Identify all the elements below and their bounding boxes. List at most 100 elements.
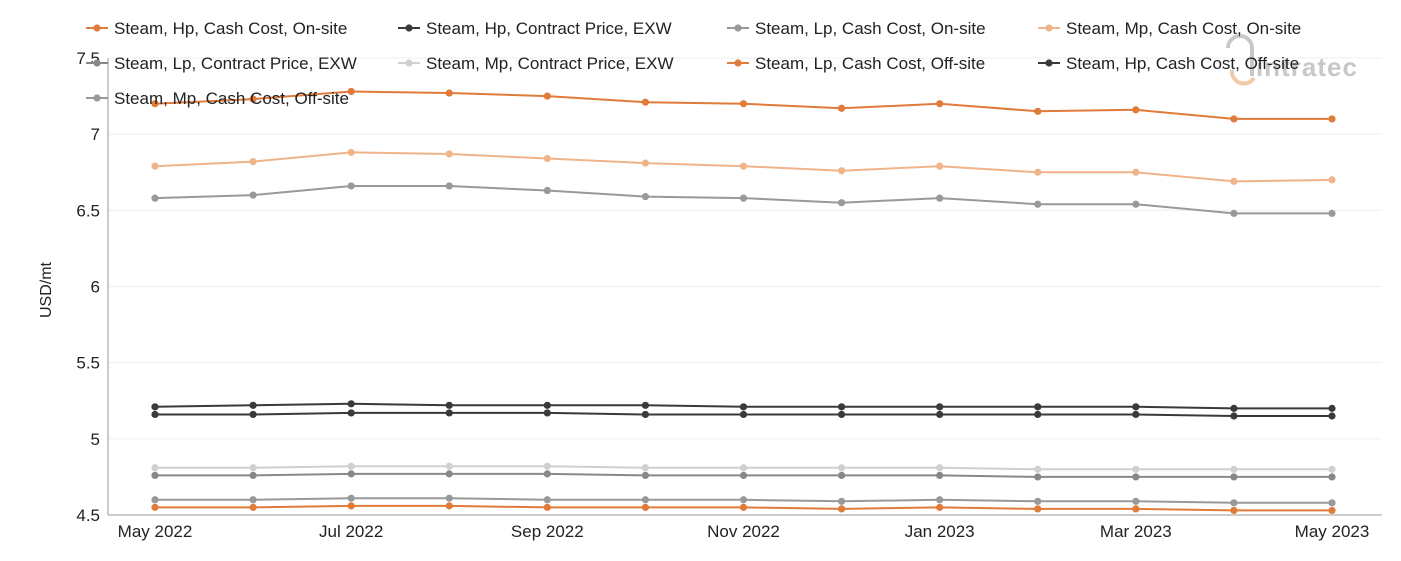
- data-point[interactable]: [739, 194, 748, 202]
- data-point[interactable]: [445, 462, 453, 470]
- data-point[interactable]: [151, 503, 159, 511]
- data-point[interactable]: [1328, 404, 1336, 412]
- data-point[interactable]: [347, 494, 355, 502]
- data-point[interactable]: [1328, 499, 1336, 507]
- legend-item[interactable]: Steam, Hp, Cash Cost, On-site: [86, 19, 347, 38]
- data-point[interactable]: [1230, 177, 1238, 185]
- data-point[interactable]: [1034, 410, 1042, 419]
- data-point[interactable]: [1132, 465, 1140, 473]
- data-point[interactable]: [936, 464, 944, 472]
- data-point[interactable]: [543, 186, 551, 195]
- data-point[interactable]: [739, 496, 748, 504]
- data-point[interactable]: [1328, 176, 1336, 184]
- data-point[interactable]: [151, 162, 159, 170]
- data-point[interactable]: [1132, 410, 1140, 419]
- data-point[interactable]: [543, 496, 551, 504]
- data-point[interactable]: [739, 464, 748, 472]
- legend-item[interactable]: Steam, Hp, Cash Cost, Off-site: [1038, 54, 1299, 73]
- legend-item[interactable]: Steam, Mp, Cash Cost, Off-site: [86, 89, 349, 108]
- data-point[interactable]: [249, 191, 257, 199]
- data-point[interactable]: [936, 162, 944, 170]
- data-point[interactable]: [1230, 465, 1238, 473]
- data-point[interactable]: [249, 503, 257, 511]
- data-point[interactable]: [1132, 505, 1140, 513]
- data-point[interactable]: [1328, 209, 1336, 217]
- data-point[interactable]: [641, 471, 650, 479]
- data-point[interactable]: [151, 471, 159, 479]
- data-point[interactable]: [543, 401, 551, 409]
- data-point[interactable]: [347, 182, 355, 190]
- data-point[interactable]: [151, 100, 159, 108]
- data-point[interactable]: [445, 401, 453, 409]
- data-point[interactable]: [1132, 403, 1140, 411]
- data-point[interactable]: [936, 410, 944, 419]
- data-point[interactable]: [837, 104, 846, 112]
- data-point[interactable]: [641, 496, 650, 504]
- data-point[interactable]: [641, 410, 650, 419]
- data-point[interactable]: [1034, 168, 1042, 176]
- data-point[interactable]: [151, 410, 159, 419]
- legend-item[interactable]: Steam, Mp, Contract Price, EXW: [398, 54, 674, 73]
- legend-item[interactable]: Steam, Hp, Contract Price, EXW: [398, 19, 672, 38]
- data-point[interactable]: [1328, 465, 1336, 473]
- data-point[interactable]: [1132, 497, 1140, 505]
- data-point[interactable]: [936, 471, 944, 479]
- data-point[interactable]: [936, 194, 944, 202]
- legend-item[interactable]: Steam, Mp, Cash Cost, On-site: [1038, 19, 1301, 38]
- data-point[interactable]: [543, 470, 551, 478]
- data-point[interactable]: [1230, 404, 1238, 412]
- data-point[interactable]: [445, 182, 453, 190]
- data-point[interactable]: [445, 409, 453, 417]
- data-point[interactable]: [1328, 473, 1336, 481]
- data-point[interactable]: [936, 100, 944, 108]
- legend-item[interactable]: Steam, Lp, Cash Cost, On-site: [727, 19, 986, 38]
- data-point[interactable]: [543, 503, 551, 511]
- data-point[interactable]: [739, 471, 748, 479]
- data-point[interactable]: [543, 409, 551, 417]
- data-point[interactable]: [1034, 107, 1042, 115]
- data-point[interactable]: [739, 162, 748, 170]
- data-point[interactable]: [641, 503, 650, 511]
- data-point[interactable]: [837, 505, 846, 513]
- data-point[interactable]: [739, 403, 748, 411]
- data-point[interactable]: [347, 470, 355, 478]
- data-point[interactable]: [641, 159, 650, 167]
- data-point[interactable]: [347, 409, 355, 417]
- data-point[interactable]: [1230, 115, 1238, 123]
- data-point[interactable]: [249, 496, 257, 504]
- data-point[interactable]: [543, 462, 551, 470]
- data-point[interactable]: [837, 497, 846, 505]
- data-point[interactable]: [347, 400, 355, 408]
- legend-item[interactable]: Steam, Lp, Contract Price, EXW: [86, 54, 357, 73]
- data-point[interactable]: [837, 464, 846, 472]
- data-point[interactable]: [936, 503, 944, 511]
- data-point[interactable]: [249, 401, 257, 409]
- data-point[interactable]: [1034, 465, 1042, 473]
- data-point[interactable]: [739, 410, 748, 419]
- data-point[interactable]: [445, 502, 453, 510]
- data-point[interactable]: [1328, 412, 1336, 420]
- data-point[interactable]: [1034, 200, 1042, 208]
- data-point[interactable]: [1034, 403, 1042, 411]
- data-point[interactable]: [445, 494, 453, 502]
- data-point[interactable]: [837, 471, 846, 479]
- data-point[interactable]: [936, 496, 944, 504]
- data-point[interactable]: [837, 199, 846, 207]
- data-point[interactable]: [641, 193, 650, 201]
- data-point[interactable]: [1230, 499, 1238, 507]
- data-point[interactable]: [1230, 412, 1238, 420]
- data-point[interactable]: [1230, 473, 1238, 481]
- data-point[interactable]: [1230, 209, 1238, 217]
- data-point[interactable]: [249, 95, 257, 103]
- data-point[interactable]: [445, 470, 453, 478]
- data-point[interactable]: [249, 471, 257, 479]
- data-point[interactable]: [1230, 506, 1238, 515]
- data-point[interactable]: [1132, 168, 1140, 176]
- data-point[interactable]: [837, 410, 846, 419]
- data-point[interactable]: [1034, 473, 1042, 481]
- data-point[interactable]: [249, 464, 257, 472]
- data-point[interactable]: [1328, 506, 1336, 515]
- data-point[interactable]: [347, 462, 355, 470]
- data-point[interactable]: [347, 502, 355, 510]
- data-point[interactable]: [936, 403, 944, 411]
